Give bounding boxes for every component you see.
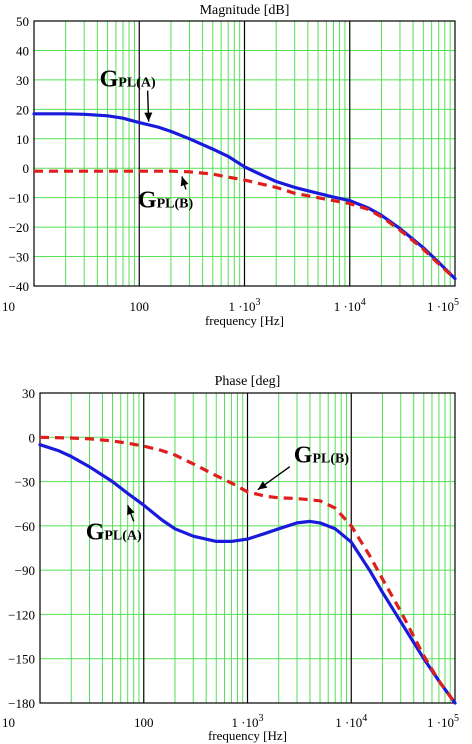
annotation-arrowhead (144, 112, 153, 122)
y-tick-label: −120 (8, 607, 35, 622)
y-tick-label: −180 (8, 696, 35, 711)
x-axis-label: frequency [Hz] (208, 728, 287, 743)
y-tick-label: −90 (15, 563, 35, 578)
annotation-label-main: G (294, 443, 313, 469)
y-tick-label: −60 (15, 519, 35, 534)
y-tick-label: −30 (9, 250, 29, 265)
grid (40, 392, 455, 704)
y-tick-label: 50 (16, 14, 29, 29)
annotation-label-main: G (86, 519, 105, 545)
y-tick-label: 40 (16, 43, 29, 58)
x-tick-label: 1 ·104 (334, 297, 366, 314)
grid (34, 20, 455, 287)
series-line-a (32, 112, 457, 281)
x-tick-label-exponent: 3 (256, 297, 261, 308)
annotation-label: GPL(A) (86, 519, 142, 545)
annotation-arrowhead (180, 176, 189, 187)
x-tick-label-exponent: 4 (362, 713, 367, 724)
y-tick-label: −20 (9, 220, 29, 235)
annotation-label: GPL(B) (138, 187, 194, 213)
x-tick-label-main: 1 ·10 (335, 715, 362, 730)
annotation-label-main: G (138, 187, 157, 213)
annotation-b: GPL(B) (138, 176, 194, 213)
x-tick-label-main: 1 ·10 (427, 715, 454, 730)
annotation-label-subscript: PL(A) (104, 528, 142, 543)
series-line-a (38, 443, 457, 705)
annotation-label-subscript: PL(B) (312, 452, 349, 467)
plot-frame (33, 20, 456, 287)
chart-title: Phase [deg] (215, 374, 281, 389)
plot-frame (39, 392, 456, 704)
x-tick-label-exponent: 4 (361, 297, 366, 308)
y-tick-label: 20 (16, 102, 29, 117)
annotation-label: GPL(B) (294, 443, 350, 469)
x-tick-label-main: 1 ·10 (228, 299, 255, 314)
x-tick-label-main: 100 (130, 299, 150, 314)
x-tick-label-main: 1 ·10 (231, 715, 258, 730)
phase-chart: Phase [deg] −180 −150 −120 −90 −60 −30 0 30 10 100… (2, 374, 459, 743)
annotation-a: GPL(A) (86, 505, 142, 545)
y-tick-label: −40 (9, 279, 29, 294)
x-tick-label-main: 10 (2, 299, 15, 314)
x-tick-label-main: 100 (134, 715, 154, 730)
y-tick-label: 30 (16, 73, 29, 88)
annotation-label-subscript: PL(A) (118, 76, 156, 91)
x-tick-label: 100 (130, 299, 150, 314)
series-line-b (34, 169, 457, 280)
x-tick-label-main: 10 (2, 715, 15, 730)
x-tick-label-exponent: 5 (454, 713, 459, 724)
y-tick-label: −150 (8, 652, 35, 667)
annotation-arrowhead (257, 481, 268, 490)
y-tick-label: 0 (29, 430, 36, 445)
y-tick-label: −10 (9, 191, 29, 206)
x-tick-label-exponent: 5 (454, 297, 459, 308)
x-tick-label: 1 ·105 (427, 713, 459, 730)
x-tick-label: 1 ·103 (231, 713, 263, 730)
x-tick-label: 100 (134, 715, 154, 730)
annotation-label-subscript: PL(B) (157, 196, 194, 211)
series-line-b (39, 435, 457, 704)
x-tick-label: 1 ·105 (427, 297, 459, 314)
annotation-b: GPL(B) (257, 443, 350, 491)
y-tick-label: 30 (22, 386, 35, 401)
annotation-a: GPL(A) (100, 67, 156, 122)
chart-title: Magnitude [dB] (200, 3, 290, 18)
x-tick-label: 1 ·104 (335, 713, 367, 730)
annotation-label: GPL(A) (100, 67, 156, 93)
x-tick-label: 10 (2, 715, 15, 730)
x-tick-label: 10 (2, 299, 15, 314)
x-tick-label: 1 ·103 (228, 297, 260, 314)
magnitude-chart: Magnitude [dB] −40 −30 −20 −10 0 10 20 30 40 50 10 1… (2, 3, 459, 328)
annotation-label-main: G (100, 67, 119, 93)
x-tick-label-main: 1 ·10 (334, 299, 361, 314)
x-axis-label: frequency [Hz] (205, 313, 284, 328)
x-tick-label-exponent: 3 (259, 713, 264, 724)
x-tick-label-main: 1 ·10 (427, 299, 454, 314)
annotation-arrowhead (127, 505, 135, 516)
y-tick-label: 10 (16, 132, 29, 147)
y-tick-label: 0 (23, 161, 30, 176)
y-tick-label: −30 (15, 475, 35, 490)
